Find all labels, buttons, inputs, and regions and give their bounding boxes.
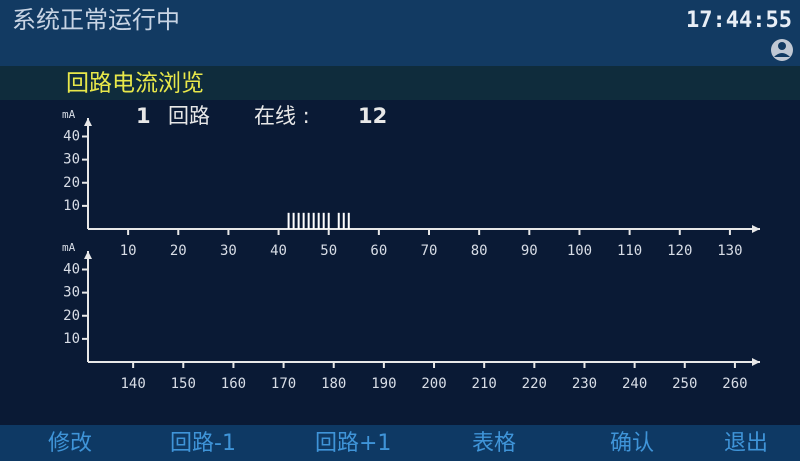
x-tick-label: 230 bbox=[572, 376, 597, 392]
header-bar bbox=[0, 0, 800, 66]
x-tick-label: 40 bbox=[270, 243, 287, 259]
x-tick-label: 170 bbox=[271, 376, 296, 392]
user-icon[interactable] bbox=[771, 39, 793, 61]
x-tick-label: 250 bbox=[672, 376, 697, 392]
current-bar bbox=[297, 212, 300, 229]
current-bar bbox=[302, 212, 305, 229]
footer-button[interactable]: 回路+1 bbox=[315, 431, 391, 456]
x-tick-label: 150 bbox=[171, 376, 196, 392]
axis-arrow bbox=[752, 225, 760, 233]
footer-bar bbox=[0, 425, 800, 461]
current-bar bbox=[347, 212, 350, 229]
title-bar bbox=[0, 66, 800, 100]
y-unit: mA bbox=[62, 108, 76, 121]
x-tick-label: 10 bbox=[120, 243, 137, 259]
axis-arrow bbox=[84, 118, 92, 126]
x-tick-label: 110 bbox=[617, 243, 642, 259]
x-tick-label: 210 bbox=[472, 376, 497, 392]
x-tick-label: 160 bbox=[221, 376, 246, 392]
y-tick-label: 20 bbox=[63, 175, 80, 191]
current-bar bbox=[337, 212, 340, 229]
x-tick-label: 60 bbox=[370, 243, 387, 259]
x-tick-label: 50 bbox=[320, 243, 337, 259]
page-title: 回路电流浏览 bbox=[66, 71, 204, 97]
content bbox=[0, 100, 800, 425]
x-tick-label: 30 bbox=[220, 243, 237, 259]
footer-button[interactable]: 确认 bbox=[610, 431, 654, 456]
current-bar bbox=[307, 212, 310, 229]
clock: 17:44:55 bbox=[686, 8, 792, 33]
current-bar bbox=[312, 212, 315, 229]
current-bar bbox=[292, 212, 295, 229]
y-tick-label: 30 bbox=[63, 285, 80, 301]
x-tick-label: 190 bbox=[371, 376, 396, 392]
loop-label: 回路 bbox=[168, 104, 210, 128]
online-count: 12 bbox=[358, 104, 387, 128]
y-tick-label: 10 bbox=[63, 198, 80, 214]
y-tick-label: 30 bbox=[63, 152, 80, 168]
footer-button[interactable]: 回路-1 bbox=[170, 431, 236, 456]
current-bar bbox=[287, 212, 290, 229]
y-tick-label: 40 bbox=[63, 262, 80, 278]
current-bar bbox=[342, 212, 345, 229]
x-tick-label: 180 bbox=[321, 376, 346, 392]
x-tick-label: 90 bbox=[521, 243, 538, 259]
footer-button[interactable]: 退出 bbox=[724, 431, 768, 456]
x-tick-label: 220 bbox=[522, 376, 547, 392]
current-bar bbox=[322, 212, 325, 229]
axis-arrow bbox=[752, 358, 760, 366]
loop-number: 1 bbox=[136, 104, 151, 128]
x-tick-label: 20 bbox=[170, 243, 187, 259]
footer-button[interactable]: 修改 bbox=[48, 431, 92, 456]
x-tick-label: 100 bbox=[567, 243, 592, 259]
y-unit: mA bbox=[62, 241, 76, 254]
status-text: 系统正常运行中 bbox=[12, 6, 180, 34]
axis-arrow bbox=[84, 251, 92, 259]
x-tick-label: 240 bbox=[622, 376, 647, 392]
x-tick-label: 200 bbox=[421, 376, 446, 392]
online-label: 在线 : bbox=[254, 104, 310, 128]
footer-button[interactable]: 表格 bbox=[472, 431, 516, 456]
current-bar bbox=[317, 212, 320, 229]
x-tick-label: 120 bbox=[667, 243, 692, 259]
x-tick-label: 260 bbox=[722, 376, 747, 392]
x-tick-label: 80 bbox=[471, 243, 488, 259]
x-tick-label: 70 bbox=[421, 243, 438, 259]
y-tick-label: 10 bbox=[63, 331, 80, 347]
y-tick-label: 20 bbox=[63, 308, 80, 324]
x-tick-label: 140 bbox=[120, 376, 145, 392]
x-tick-label: 130 bbox=[717, 243, 742, 259]
y-tick-label: 40 bbox=[63, 129, 80, 145]
current-bar bbox=[327, 212, 330, 229]
